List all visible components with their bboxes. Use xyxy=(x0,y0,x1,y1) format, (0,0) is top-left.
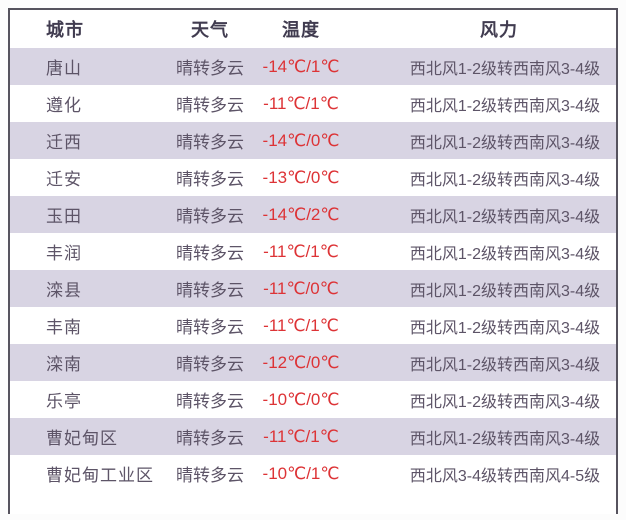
cell-wind: 西北风1-2级转西南风3-4级 xyxy=(342,196,616,233)
table-row: 遵化 晴转多云 -11℃/1℃ 西北风1-2级转西南风3-4级 xyxy=(10,85,616,122)
cell-weather: 晴转多云 xyxy=(160,196,260,233)
cell-weather: 晴转多云 xyxy=(160,418,260,455)
cell-city: 遵化 xyxy=(10,85,160,122)
cell-weather: 晴转多云 xyxy=(160,307,260,344)
cell-wind: 西北风1-2级转西南风3-4级 xyxy=(342,159,616,196)
cell-temperature: -12℃/0℃ xyxy=(260,344,342,381)
cell-temperature: -11℃/1℃ xyxy=(260,418,342,455)
table-body: 唐山 晴转多云 -14℃/1℃ 西北风1-2级转西南风3-4级 遵化 晴转多云 -11℃/1… xyxy=(10,48,616,492)
table-row: 滦南 晴转多云 -12℃/0℃ 西北风1-2级转西南风3-4级 xyxy=(10,344,616,381)
table-row: 迁西 晴转多云 -14℃/0℃ 西北风1-2级转西南风3-4级 xyxy=(10,122,616,159)
cell-city: 滦南 xyxy=(10,344,160,381)
cell-city: 丰润 xyxy=(10,233,160,270)
cell-wind: 西北风1-2级转西南风3-4级 xyxy=(342,418,616,455)
cell-wind: 西北风1-2级转西南风3-4级 xyxy=(342,344,616,381)
cell-city: 丰南 xyxy=(10,307,160,344)
cell-city: 迁安 xyxy=(10,159,160,196)
header-wind: 风力 xyxy=(342,10,616,48)
cell-weather: 晴转多云 xyxy=(160,381,260,418)
cell-wind: 西北风1-2级转西南风3-4级 xyxy=(342,48,616,85)
table-row: 乐亭 晴转多云 -10℃/0℃ 西北风1-2级转西南风3-4级 xyxy=(10,381,616,418)
table-bottom-spacer xyxy=(10,492,616,514)
table-row: 丰润 晴转多云 -11℃/1℃ 西北风1-2级转西南风3-4级 xyxy=(10,233,616,270)
table-row: 曹妃甸工业区 晴转多云 -10℃/1℃ 西北风3-4级转西南风4-5级 xyxy=(10,455,616,492)
cell-city: 乐亭 xyxy=(10,381,160,418)
table-row: 曹妃甸区 晴转多云 -11℃/1℃ 西北风1-2级转西南风3-4级 xyxy=(10,418,616,455)
table-row: 迁安 晴转多云 -13℃/0℃ 西北风1-2级转西南风3-4级 xyxy=(10,159,616,196)
cell-city: 唐山 xyxy=(10,48,160,85)
cell-temperature: -14℃/1℃ xyxy=(260,48,342,85)
header-city: 城市 xyxy=(10,10,160,48)
cell-weather: 晴转多云 xyxy=(160,85,260,122)
table-row: 丰南 晴转多云 -11℃/1℃ 西北风1-2级转西南风3-4级 xyxy=(10,307,616,344)
header-temperature: 温度 xyxy=(260,10,342,48)
cell-temperature: -14℃/0℃ xyxy=(260,122,342,159)
cell-wind: 西北风3-4级转西南风4-5级 xyxy=(342,455,616,492)
cell-temperature: -11℃/0℃ xyxy=(260,270,342,307)
cell-wind: 西北风1-2级转西南风3-4级 xyxy=(342,122,616,159)
cell-temperature: -10℃/0℃ xyxy=(260,381,342,418)
cell-weather: 晴转多云 xyxy=(160,122,260,159)
cell-weather: 晴转多云 xyxy=(160,344,260,381)
cell-wind: 西北风1-2级转西南风3-4级 xyxy=(342,270,616,307)
weather-table: 城市 天气 温度 风力 唐山 晴转多云 -14℃/1℃ 西北风1-2级转西南风3-4级… xyxy=(10,10,616,492)
table-row: 玉田 晴转多云 -14℃/2℃ 西北风1-2级转西南风3-4级 xyxy=(10,196,616,233)
cell-city: 曹妃甸工业区 xyxy=(10,455,160,492)
cell-weather: 晴转多云 xyxy=(160,159,260,196)
cell-city: 曹妃甸区 xyxy=(10,418,160,455)
cell-weather: 晴转多云 xyxy=(160,48,260,85)
table-row: 滦县 晴转多云 -11℃/0℃ 西北风1-2级转西南风3-4级 xyxy=(10,270,616,307)
table-row: 唐山 晴转多云 -14℃/1℃ 西北风1-2级转西南风3-4级 xyxy=(10,48,616,85)
cell-wind: 西北风1-2级转西南风3-4级 xyxy=(342,85,616,122)
cell-temperature: -11℃/1℃ xyxy=(260,307,342,344)
cell-wind: 西北风1-2级转西南风3-4级 xyxy=(342,381,616,418)
cell-temperature: -13℃/0℃ xyxy=(260,159,342,196)
cell-wind: 西北风1-2级转西南风3-4级 xyxy=(342,307,616,344)
cell-temperature: -14℃/2℃ xyxy=(260,196,342,233)
cell-city: 滦县 xyxy=(10,270,160,307)
header-weather: 天气 xyxy=(160,10,260,48)
cell-city: 玉田 xyxy=(10,196,160,233)
header-row: 城市 天气 温度 风力 xyxy=(10,10,616,48)
cell-city: 迁西 xyxy=(10,122,160,159)
cell-weather: 晴转多云 xyxy=(160,270,260,307)
cell-temperature: -11℃/1℃ xyxy=(260,233,342,270)
table-header: 城市 天气 温度 风力 xyxy=(10,10,616,48)
cell-weather: 晴转多云 xyxy=(160,233,260,270)
cell-weather: 晴转多云 xyxy=(160,455,260,492)
cell-temperature: -11℃/1℃ xyxy=(260,85,342,122)
cell-wind: 西北风1-2级转西南风3-4级 xyxy=(342,233,616,270)
weather-table-frame: 城市 天气 温度 风力 唐山 晴转多云 -14℃/1℃ 西北风1-2级转西南风3-4级… xyxy=(8,8,618,514)
cell-temperature: -10℃/1℃ xyxy=(260,455,342,492)
